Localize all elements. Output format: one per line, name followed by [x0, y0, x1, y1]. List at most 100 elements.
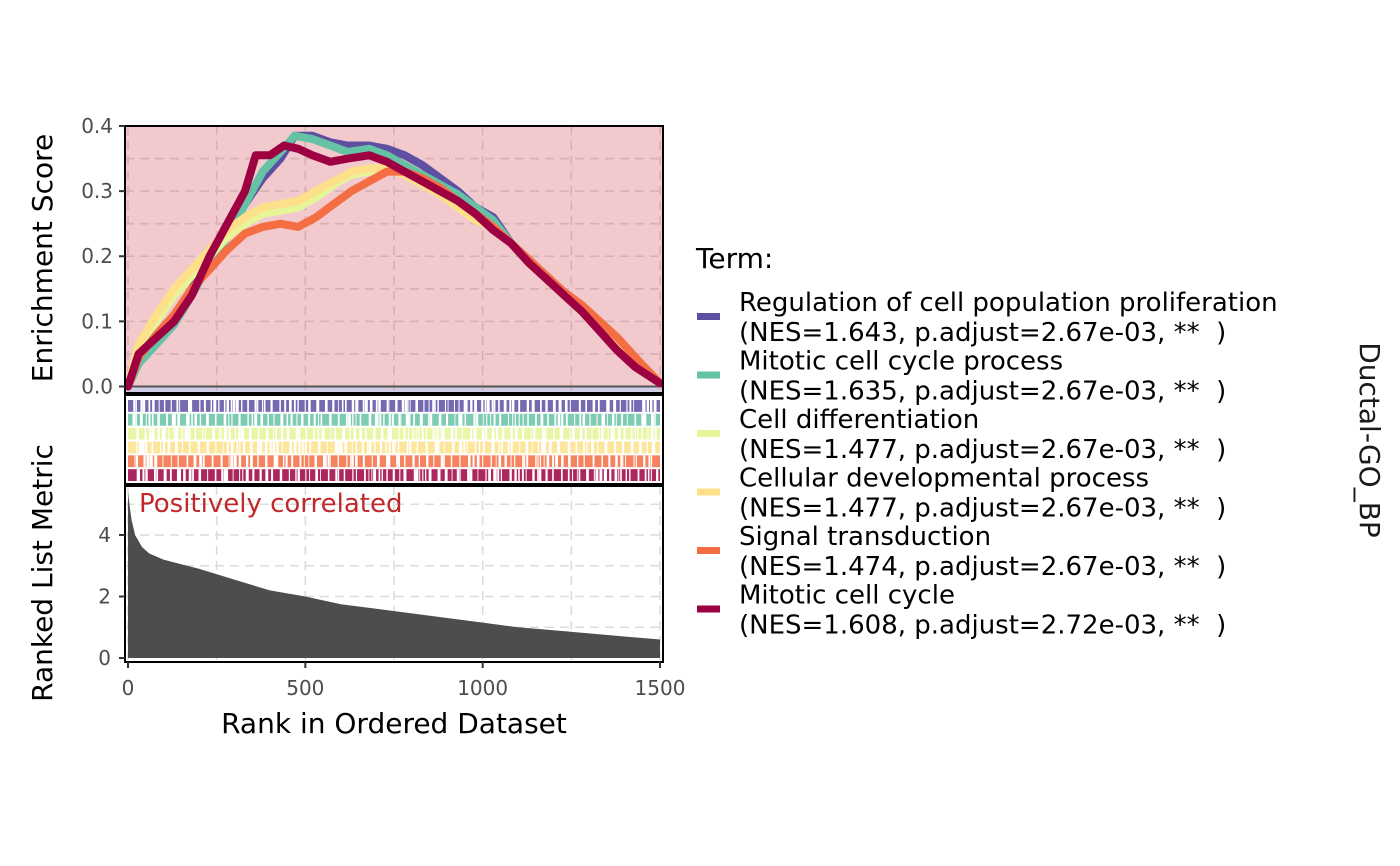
hit-strip-gap — [626, 400, 628, 412]
hit-strip-gap — [157, 427, 160, 440]
hit-strip-gap — [443, 455, 445, 468]
hit-strip-gap — [168, 427, 170, 440]
hit-strip-gap — [607, 427, 609, 440]
hit-strip-gap — [352, 469, 354, 481]
hit-strip-gap — [364, 469, 366, 481]
hit-strip-gap — [433, 455, 435, 468]
hit-strip-gap — [154, 455, 157, 468]
hit-strip-gap — [409, 441, 412, 454]
hit-strip-gap — [351, 400, 355, 412]
hit-strip-gap — [413, 469, 417, 481]
hit-strip-gap — [254, 400, 257, 412]
hit-strip-gap — [301, 441, 304, 454]
hit-strip-gap — [644, 469, 647, 481]
hit-strip-gap — [178, 413, 181, 426]
hit-strip-gap — [300, 413, 304, 426]
hit-strip-6 — [128, 469, 660, 481]
hit-strip-gap — [138, 469, 140, 481]
hit-strip-gap — [552, 400, 556, 412]
hit-strip-gap — [225, 469, 229, 481]
hit-strip-gap — [326, 441, 328, 454]
hit-strip-gap — [243, 441, 246, 454]
hit-strip-gap — [408, 427, 410, 440]
hit-strip-gap — [450, 427, 454, 440]
hit-strip-gap — [497, 469, 500, 481]
hit-strip-gap — [362, 455, 365, 468]
hit-strip-gap — [559, 441, 561, 454]
hit-strip-gap — [304, 441, 307, 454]
hit-strip-gap — [387, 455, 391, 468]
legend-item-2: Mitotic cell cycle process(NES=1.635, p.… — [697, 347, 1226, 407]
hit-strip-gap — [531, 400, 535, 412]
hit-strip-gap — [575, 441, 578, 454]
hit-strip-gap — [322, 455, 326, 468]
hit-strip-gap — [218, 400, 220, 412]
hit-strip-gap — [238, 413, 241, 426]
hit-strip-gap — [482, 441, 485, 454]
hit-strip-gap — [151, 441, 154, 454]
hit-strip-gap — [295, 427, 299, 440]
hit-strip-gap — [355, 441, 358, 454]
hit-strip-gap — [223, 400, 226, 412]
hit-strip-gap — [509, 469, 512, 481]
legend-term-name: Mitotic cell cycle — [739, 581, 955, 611]
hit-strip-gap — [545, 427, 547, 440]
hit-strip-gap — [595, 469, 599, 481]
hit-strip-gap — [263, 400, 266, 412]
hit-strip-gap — [386, 469, 388, 481]
hit-strip-gap — [461, 427, 463, 440]
hit-strip-gap — [451, 469, 453, 481]
hit-strip-gap — [460, 413, 463, 426]
hit-strip-gap — [481, 400, 484, 412]
hit-strip-gap — [194, 413, 197, 426]
hit-strip-gap — [184, 427, 188, 440]
hit-strip-gap — [629, 469, 631, 481]
hit-strip-gap — [459, 469, 461, 481]
hit-strip-gap — [546, 455, 550, 468]
hit-strip-gap — [653, 441, 656, 454]
positively-correlated-annotation: Positively correlated — [139, 489, 403, 519]
hit-strip-gap — [273, 427, 274, 440]
hit-strip-gap — [633, 455, 635, 468]
hit-strip-gap — [303, 455, 305, 468]
hit-strip-gap — [398, 455, 400, 468]
hit-strip-gap — [362, 400, 365, 412]
hit-strip-gap — [260, 413, 264, 426]
hit-strip-gap — [456, 469, 460, 481]
hit-strip-gap — [574, 413, 576, 426]
hit-strip-gap — [337, 441, 339, 454]
hit-strip-gap — [170, 455, 172, 468]
hit-strip-gap — [637, 469, 640, 481]
hit-strip-gap — [173, 427, 176, 440]
hit-strip-gap — [242, 469, 244, 481]
hit-strip-gap — [538, 469, 542, 481]
hit-strip-gap — [275, 427, 277, 440]
hit-strip-gap — [238, 427, 241, 440]
hit-strip-gap — [346, 455, 348, 468]
hits-frame — [124, 394, 664, 485]
hit-strip-gap — [134, 455, 136, 468]
hit-strip-gap — [518, 413, 520, 426]
hit-strip-gap — [324, 400, 328, 412]
es-y-tick-label: 0.2 — [81, 244, 113, 268]
hit-strip-gap — [314, 455, 318, 468]
hit-strip-gap — [140, 441, 144, 454]
hit-strip-gap — [425, 427, 427, 440]
hit-strip-gap — [266, 427, 269, 440]
hit-strip-gap — [199, 400, 201, 412]
hit-strip-gap — [194, 427, 197, 440]
hit-strip-gap — [466, 441, 468, 454]
hit-strip-gap — [418, 427, 420, 440]
hit-strip-gap — [163, 469, 167, 481]
hit-strip-gap — [606, 400, 609, 412]
hit-strip-gap — [630, 441, 634, 454]
hit-strip-gap — [316, 400, 320, 412]
hit-strip-gap — [425, 441, 428, 454]
hit-strip-gap — [297, 469, 300, 481]
hit-strip-gap — [207, 469, 209, 481]
hit-strip-gap — [290, 413, 293, 426]
hit-strip-gap — [245, 469, 249, 481]
es-line-6 — [124, 141, 664, 391]
hit-strip-band — [128, 400, 660, 412]
hit-strip-gap — [514, 413, 516, 426]
